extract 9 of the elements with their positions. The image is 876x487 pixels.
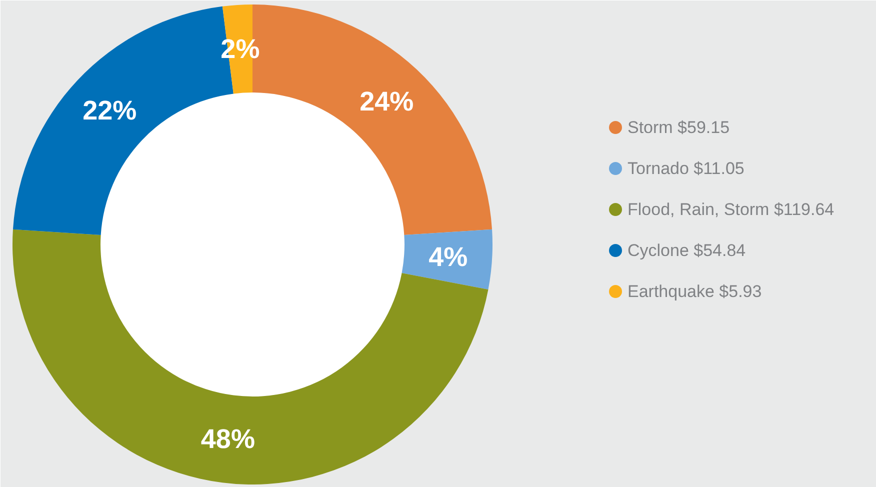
legend-label: Tornado $11.05: [628, 159, 744, 178]
legend-label: Storm $59.15: [628, 118, 730, 137]
legend-label: Earthquake $5.93: [628, 282, 762, 301]
data-label: 4%: [428, 242, 468, 272]
legend-label: Flood, Rain, Storm $119.64: [628, 200, 834, 219]
data-label: 48%: [200, 424, 255, 454]
legend-label: Cyclone $54.84: [628, 241, 746, 260]
data-label: 22%: [82, 95, 137, 126]
data-label: 24%: [360, 86, 414, 117]
